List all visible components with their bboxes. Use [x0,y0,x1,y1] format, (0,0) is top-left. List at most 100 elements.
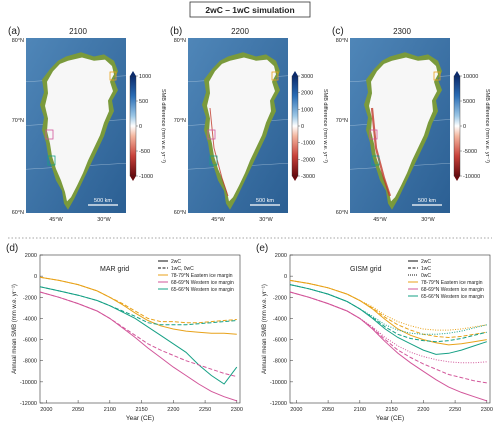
scale-bar-label: 500 km [94,198,112,204]
chart-panel: (d) 2000 0 -2000 -4000 -6000 -8000 -10000 -12000… [6,243,243,422]
colorbar-tick-label: -10000 [463,174,480,180]
legend-entry: 0wC [421,273,431,279]
lat-label: 60°N [174,210,186,216]
legend-entry: 78-79°N Eastern ice margin [171,273,233,279]
colorbar-bottom-arrow [130,176,136,181]
colorbar-bottom-arrow [454,176,460,181]
series-line [289,291,487,402]
map-year: 2200 [231,27,249,36]
colorbar-tick-label: -5000 [463,149,477,155]
colorbar-tick-label: 5000 [463,99,475,105]
map-year: 2300 [393,27,411,36]
colorbar-tick-label: -1000 [301,141,315,147]
smb-loss-margin [209,107,229,197]
series-line [289,284,487,355]
x-tick-label: 2300 [231,407,243,413]
colorbar [129,75,137,177]
y-tick-label: -12000 [270,401,287,407]
colorbar-tick-label: 0 [139,124,142,130]
series-line [289,284,487,335]
colorbar-tick-label: 1000 [139,74,151,80]
y-tick-label: 0 [284,274,287,280]
region-box-west-65 [47,155,56,166]
region-box-west-65 [371,155,380,166]
x-tick-label: 2050 [72,407,84,413]
chart-panel: (e) 2000 0 -2000 -4000 -6000 -8000 -10000 -12000… [256,243,493,422]
scale-bar-label: 500 km [418,198,436,204]
y-tick-label: -6000 [23,338,37,344]
colorbar-bottom-arrow [292,176,298,181]
colorbar-label: SMB difference (mm w.e. yr⁻¹) [484,89,490,163]
grid-name: MAR grid [100,266,129,273]
y-tick-label: -6000 [273,338,287,344]
lat-label: 80°N [174,38,186,44]
map-panel: (c) 2300 80°N 70°N 60°N 45°W 30°W 500 km 10000 50… [332,26,490,223]
lat-label: 60°N [336,210,348,216]
legend-entry: 68-69°N Western ice margin [421,287,484,293]
lat-label: 70°N [336,118,348,124]
y-tick-label: -10000 [20,380,37,386]
lat-label: 80°N [12,38,24,44]
map-year: 2100 [69,27,87,36]
scale-bar-label: 500 km [256,198,274,204]
legend-entry: 65-66°N Western ice margin [421,294,484,300]
colorbar-tick-label: 500 [139,99,148,105]
y-tick-label: -2000 [23,295,37,301]
y-tick-label: -4000 [273,316,287,322]
colorbar-tick-label: 10000 [463,74,478,80]
region-box-west-65 [209,155,218,166]
series-line [39,291,237,378]
y-tick-label: -12000 [20,401,37,407]
region-box-east [271,71,279,81]
series-line [39,276,237,324]
colorbar [453,75,461,177]
colorbar-tick-label: 0 [463,124,466,130]
legend-entry: 2wC [171,259,181,265]
series-line [39,291,237,402]
colorbar-top-arrow [292,71,298,76]
y-tick-label: 2000 [275,253,287,259]
y-axis-label: Annual mean SMB (mm w.e. yr⁻¹) [12,284,18,374]
region-box-west-68 [369,129,378,140]
y-tick-label: -2000 [273,295,287,301]
figure-title-box [189,1,311,18]
map-panel: (a) 2100 80°N 70°N 60°N 45°W 30°W 500 km 1000 500… [8,26,166,223]
y-axis-label: Annual mean SMB (mm w.e. yr⁻¹) [262,284,268,374]
colorbar-tick-label: -500 [139,149,150,155]
colorbar-tick-label: 0 [301,124,304,130]
map-panel: (b) 2200 80°N 70°N 60°N 45°W 30°W 500 km 3000 200… [170,26,328,223]
colorbar-tick-label: 1000 [301,107,313,113]
x-tick-label: 2150 [385,407,397,413]
y-tick-label: -4000 [23,316,37,322]
y-tick-label: 0 [34,274,37,280]
series-line [39,286,237,326]
lon-label: 30°W [421,217,435,223]
lat-label: 80°N [336,38,348,44]
colorbar-label: SMB difference (mm w.e. yr⁻¹) [160,89,166,163]
map-panels: (a) 2100 80°N 70°N 60°N 45°W 30°W 500 km 1000 500… [8,26,490,223]
x-tick-label: 2250 [199,407,211,413]
x-tick-label: 2100 [354,407,366,413]
line-charts: (d) 2000 0 -2000 -4000 -6000 -8000 -10000 -12000… [6,243,493,422]
x-tick-label: 2200 [167,407,179,413]
y-tick-label: -8000 [23,359,37,365]
region-box-east [109,71,117,81]
lon-label: 30°W [259,217,273,223]
colorbar-tick-label: -1000 [139,174,153,180]
y-tick-label: -8000 [273,359,287,365]
y-tick-label: -10000 [270,380,287,386]
legend-entry: 68-69°N Western ice margin [171,280,234,286]
colorbar-top-arrow [454,71,460,76]
region-box-west-68 [207,129,216,140]
x-tick-label: 2200 [417,407,429,413]
colorbar-tick-label: -2000 [301,157,315,163]
lon-label: 45°W [49,217,63,223]
lat-label: 70°N [12,118,24,124]
x-axis-label: Year (CE) [376,415,404,422]
x-axis-label: Year (CE) [126,415,154,422]
legend-entry: 2wC [421,259,431,265]
series-line [289,279,487,331]
x-tick-label: 2000 [40,407,52,413]
